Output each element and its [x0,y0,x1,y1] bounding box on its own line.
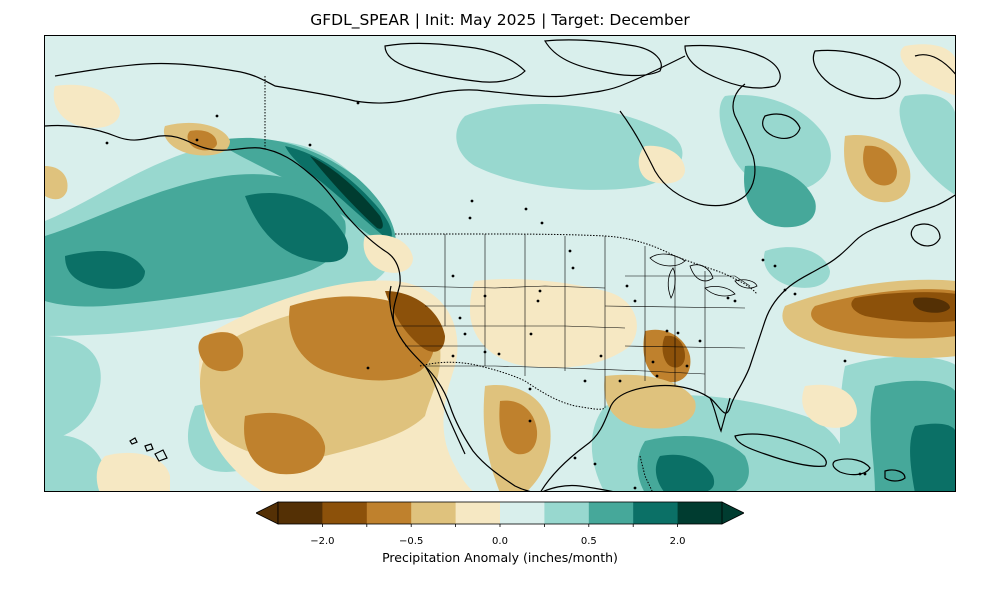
dry-anomaly-areas [45,44,955,491]
colorbar-bin [588,502,634,524]
colorbar-tick-label: 0.0 [492,536,508,547]
map-canvas [45,36,955,491]
colorbar-tick-label: −2.0 [310,536,335,547]
colorbar-bin [455,502,501,524]
country-borders [264,76,758,491]
colorbar-tick-label: 2.0 [669,536,686,547]
colorbar-extend-low [256,501,279,525]
great-lakes [649,253,758,299]
colorbar-label: Precipitation Anomaly (inches/month) [382,550,618,565]
colorbar-extend-high [721,501,744,525]
precipitation-anomaly-map [44,35,956,492]
station-points [105,101,867,490]
state-borders [395,234,751,408]
colorbar-bin [366,502,412,524]
colorbar-bin [633,502,679,524]
colorbar-bin [677,502,723,524]
colorbar-bin [278,502,323,524]
colorbar-tick-label: 0.5 [580,536,597,547]
colorbar-tick-label: −0.5 [399,536,424,547]
coastlines [45,39,955,491]
colorbar-bin [411,502,457,524]
colorbar [256,501,744,527]
colorbar-bin [500,502,545,524]
map-title: GFDL_SPEAR | Init: May 2025 | Target: De… [310,11,690,29]
wet-anomaly-areas [45,94,955,491]
colorbar-bin [544,502,590,524]
colorbar-bin [322,502,368,524]
